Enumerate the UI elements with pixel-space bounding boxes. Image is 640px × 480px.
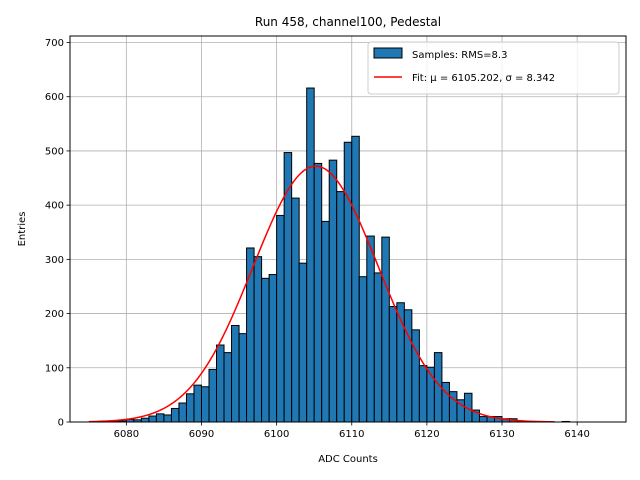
histogram-bar (178, 402, 187, 423)
legend-samples-swatch (373, 47, 403, 59)
legend-box (367, 41, 620, 95)
y-tick-label: 200 (45, 309, 64, 320)
histogram-bar (418, 365, 428, 423)
histogram-bar (185, 393, 195, 423)
histogram-bar (321, 220, 330, 423)
gaussian-fit-curve (88, 165, 555, 423)
chart-title: Run 458, channel100, Pedestal (255, 15, 441, 29)
histogram-bar (298, 262, 308, 423)
y-tick-label: 100 (45, 363, 64, 374)
histogram-bar (208, 368, 218, 423)
histogram-bar (155, 413, 165, 423)
histogram-bar (388, 306, 398, 423)
histogram-bars (110, 87, 571, 423)
histogram-bar (336, 191, 345, 423)
x-tick-label: 6100 (264, 429, 289, 440)
plot-area: 6080 6090 6100 6110 6120 6130 6140 0 100 200 300 40… (45, 35, 627, 440)
x-tick-label: 6110 (339, 429, 364, 440)
y-tick-label: 500 (45, 146, 64, 157)
histogram-bar (163, 414, 172, 423)
histogram-bar (478, 416, 488, 423)
histogram-bar (441, 381, 450, 423)
histogram-bar (403, 309, 413, 423)
histogram-bar (343, 141, 353, 423)
histogram-bar (328, 159, 338, 423)
histogram-bar (193, 384, 202, 423)
histogram-bar (306, 87, 315, 423)
plot-frame (69, 35, 627, 423)
y-tick-label: 300 (45, 255, 64, 266)
histogram-bar (276, 214, 285, 423)
histogram-bar (170, 407, 180, 423)
x-tick-label: 6120 (414, 429, 439, 440)
histogram-bar (313, 162, 323, 423)
histogram-bar (148, 415, 157, 423)
x-tick-label: 6140 (564, 429, 589, 440)
x-axis-label: ADC Counts (318, 454, 378, 465)
y-tick-label: 400 (45, 201, 64, 212)
y-tick-label: 700 (45, 38, 64, 49)
axis-ticks: 6080 6090 6100 6110 6120 6130 6140 0 100 200 300 40… (45, 38, 590, 440)
y-tick-label: 0 (58, 418, 64, 429)
histogram-bar (216, 344, 225, 423)
histogram-bar (223, 352, 233, 423)
legend-samples-label: Samples: RMS=8.3 (412, 50, 507, 61)
y-axis-label: Entries (17, 212, 28, 247)
histogram-bar (268, 274, 278, 423)
histogram-bar (140, 417, 150, 423)
histogram-bar (358, 276, 368, 423)
x-tick-label: 6130 (489, 429, 514, 440)
x-tick-label: 6080 (114, 429, 139, 440)
histogram-bar (291, 197, 300, 423)
histogram-bar (200, 386, 210, 423)
histogram-bar (411, 329, 420, 423)
legend-fit-label: Fit: μ = 6105.202, σ = 8.342 (412, 73, 555, 84)
histogram-bar (231, 325, 240, 423)
legend: Samples: RMS=8.3 Fit: μ = 6105.202, σ = … (367, 41, 620, 95)
histogram-bar (366, 235, 375, 423)
histogram-bar (253, 256, 263, 423)
histogram-bar (381, 236, 390, 423)
histogram-bar (283, 152, 293, 423)
x-tick-label: 6090 (189, 429, 214, 440)
histogram-bar (373, 272, 383, 423)
histogram-bar (238, 333, 248, 423)
y-tick-label: 600 (45, 92, 64, 103)
histogram-bar (261, 277, 270, 423)
histogram-bar (351, 135, 360, 423)
